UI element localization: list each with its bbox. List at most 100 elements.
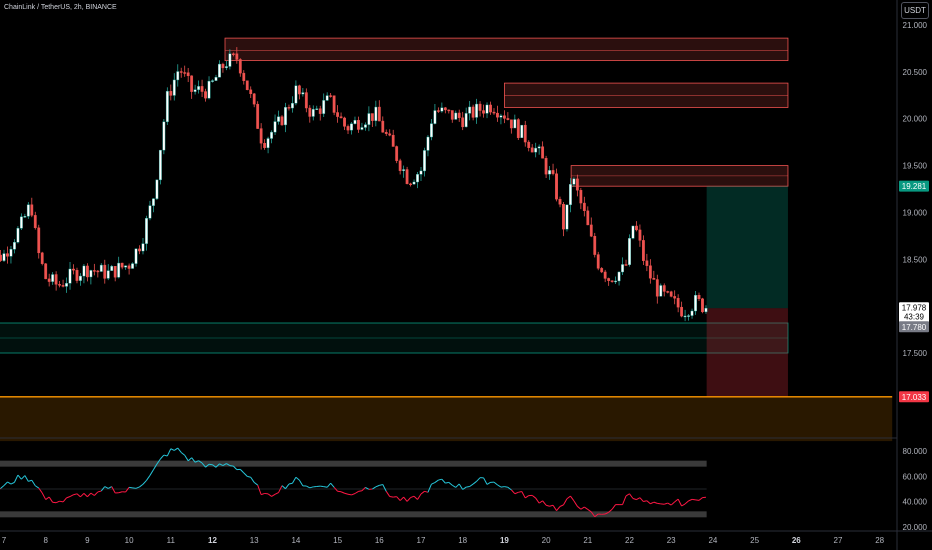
- candle-body: [0, 254, 2, 261]
- rsi-segment: [24, 475, 29, 482]
- candle-body: [6, 253, 9, 257]
- rsi-segment: [160, 454, 165, 460]
- rsi-segment: [629, 493, 634, 499]
- candle-body: [440, 107, 444, 112]
- candle-body: [75, 269, 79, 281]
- rsi-segment: [514, 491, 519, 495]
- candle-body: [308, 107, 312, 117]
- candle-body: [325, 95, 329, 101]
- countdown-label: 43:39: [904, 313, 925, 322]
- rsi-segment: [184, 454, 189, 462]
- rsi-segment: [281, 485, 286, 490]
- candle-body: [635, 225, 638, 231]
- rsi-segment: [632, 498, 637, 501]
- rsi-segment: [163, 454, 168, 457]
- candle-body: [409, 183, 412, 186]
- rsi-segment: [320, 485, 324, 488]
- candle-body: [82, 265, 86, 277]
- rsi-segment: [55, 500, 60, 504]
- rsi-segment: [215, 463, 220, 468]
- candle-body: [235, 53, 239, 60]
- candle-body: [200, 86, 204, 92]
- rsi-segment: [431, 482, 436, 485]
- rsi-segment: [288, 482, 293, 485]
- rsi-segment: [41, 492, 47, 500]
- time-tick-label: 13: [250, 536, 259, 545]
- rsi-segment: [674, 498, 679, 503]
- candle-body: [30, 204, 34, 216]
- rsi-segment: [625, 493, 630, 497]
- candle-body: [377, 106, 381, 122]
- candle-body: [138, 248, 141, 252]
- candle-body: [231, 53, 235, 55]
- candle-body: [673, 296, 677, 299]
- rsi-segment: [584, 506, 589, 510]
- candle-body: [68, 268, 72, 284]
- rsi-segment: [417, 493, 422, 500]
- candle-body: [346, 126, 350, 131]
- candle-body: [23, 216, 27, 218]
- rsi-segment: [125, 487, 130, 493]
- price-tag-label: 17.033: [902, 393, 927, 402]
- candle-body: [204, 91, 207, 99]
- rsi-segment: [260, 492, 265, 496]
- candle-body: [58, 284, 62, 286]
- rsi-segment: [291, 477, 297, 484]
- rsi-segment: [87, 492, 92, 498]
- candle-body: [44, 263, 48, 280]
- rsi-segment: [361, 487, 366, 492]
- candle-body: [277, 116, 280, 122]
- candle-body: [145, 218, 148, 244]
- rsi-segment: [198, 460, 203, 464]
- candle-body: [172, 79, 176, 96]
- rsi-segment: [129, 486, 133, 489]
- candle-body: [499, 115, 503, 118]
- rsi-segment: [13, 474, 19, 483]
- candle-body: [158, 149, 162, 181]
- rsi-segment: [469, 483, 474, 487]
- rsi-segment: [62, 497, 67, 503]
- rsi-tick-label: 80.000: [903, 447, 928, 456]
- candle-body: [315, 108, 319, 110]
- price-tick-label: 20.500: [903, 68, 928, 77]
- rsi-segment: [510, 489, 516, 495]
- time-tick-label: 18: [458, 536, 467, 545]
- candle-body: [287, 107, 291, 109]
- candle-body: [687, 315, 690, 317]
- candle-body: [249, 89, 253, 95]
- candle-body: [2, 253, 6, 261]
- rsi-segment: [590, 511, 596, 518]
- candle-body: [530, 147, 534, 153]
- candle-body: [683, 315, 687, 318]
- candle-body: [353, 120, 357, 124]
- rsi-segment: [483, 477, 488, 485]
- rsi-segment: [309, 486, 314, 489]
- candle-body: [694, 295, 697, 312]
- candle-body: [263, 143, 267, 148]
- rsi-segment: [83, 492, 88, 498]
- rsi-segment: [142, 480, 147, 485]
- rsi-segment: [684, 500, 689, 505]
- rsi-segment: [229, 465, 234, 467]
- rsi-segment: [295, 476, 300, 481]
- rsi-segment: [232, 465, 238, 470]
- candle-body: [242, 72, 246, 81]
- candle-body: [621, 264, 624, 273]
- rsi-segment: [566, 495, 571, 500]
- rsi-segment: [108, 486, 112, 489]
- candle-body: [51, 274, 55, 282]
- rsi-segment: [187, 457, 192, 462]
- rsi-segment: [73, 493, 78, 496]
- rsi-segment: [201, 462, 206, 468]
- rsi-segment: [372, 486, 377, 490]
- candle-body: [450, 110, 454, 120]
- candle-body: [506, 118, 510, 120]
- rsi-segment: [504, 486, 508, 488]
- rsi-segment: [93, 491, 99, 496]
- candle-body: [72, 268, 75, 271]
- currency-button[interactable]: USDT: [901, 2, 929, 19]
- price-tag: [899, 321, 929, 333]
- candle-body: [37, 227, 41, 254]
